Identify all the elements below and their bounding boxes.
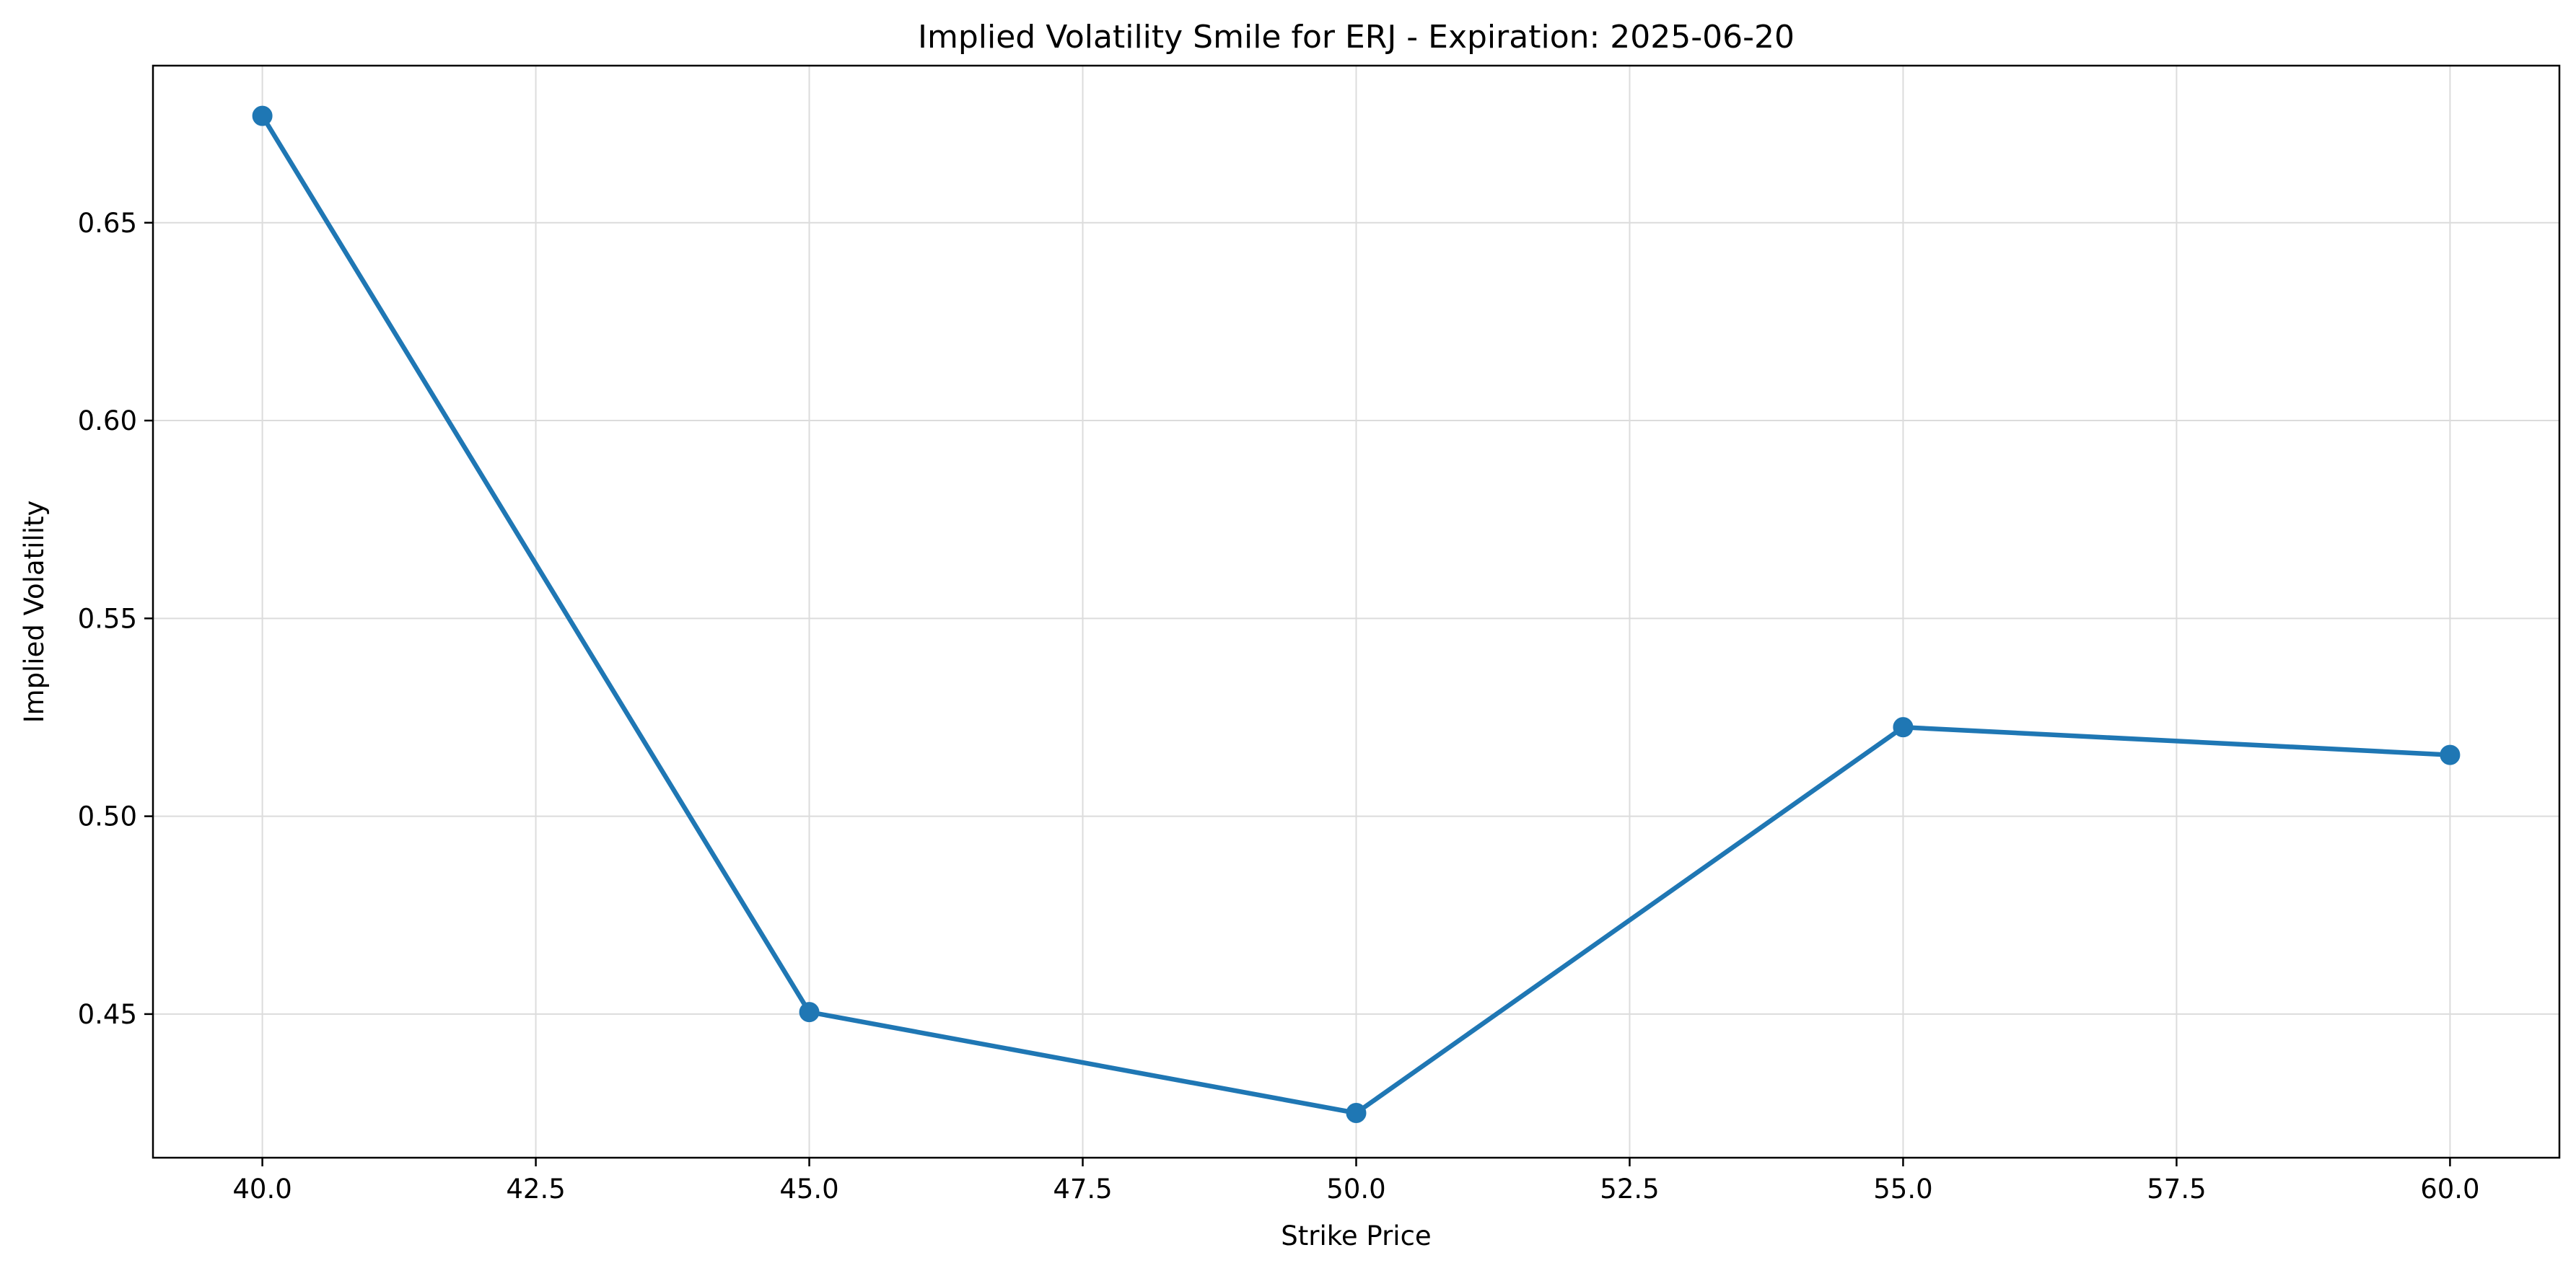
series-layer	[252, 105, 2461, 1124]
y-axis-label: Implied Volatility	[19, 501, 50, 723]
y-tick-label: 0.50	[78, 801, 137, 832]
data-point	[252, 105, 273, 126]
y-tick-label: 0.45	[78, 999, 137, 1030]
y-tick-label: 0.60	[78, 405, 137, 436]
x-tick-label: 55.0	[1873, 1174, 1932, 1205]
data-point	[2440, 744, 2461, 765]
x-axis-label: Strike Price	[1281, 1220, 1431, 1251]
x-tick-label: 52.5	[1600, 1174, 1659, 1205]
data-point	[1346, 1103, 1367, 1124]
x-tick-label: 60.0	[2420, 1174, 2479, 1205]
x-tick-label: 40.0	[232, 1174, 292, 1205]
chart-title: Implied Volatility Smile for ERJ - Expir…	[918, 19, 1795, 56]
x-tick-label: 57.5	[2147, 1174, 2206, 1205]
x-tick-label: 42.5	[506, 1174, 565, 1205]
x-tick-label: 50.0	[1326, 1174, 1385, 1205]
x-tick-label: 45.0	[779, 1174, 838, 1205]
y-tick-label: 0.55	[78, 603, 137, 634]
x-tick-label: 47.5	[1053, 1174, 1112, 1205]
axis-ticks: 40.0 42.5 45.0 47.5 50.0 52.5 55.0 57.5 60.0 0.45…	[78, 208, 2480, 1205]
data-point	[1893, 717, 1914, 738]
y-tick-label: 0.65	[78, 208, 137, 239]
data-point	[799, 1002, 820, 1023]
gridlines	[153, 66, 2559, 1158]
